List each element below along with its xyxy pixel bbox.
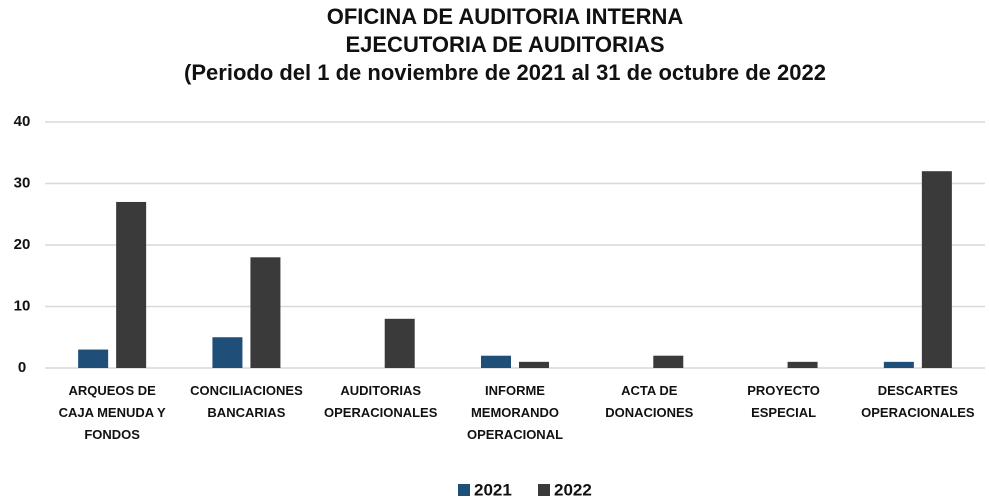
x-tick-label: AUDITORIAS OPERACIONALES xyxy=(324,383,438,420)
x-tick-label-line: AUDITORIAS xyxy=(340,383,421,398)
x-tick-label-line: PROYECTO xyxy=(747,383,820,398)
y-tick-label: 20 xyxy=(14,236,31,253)
bar xyxy=(787,361,818,368)
x-tick-label: INFORME MEMORANDO OPERACIONAL xyxy=(467,383,563,442)
legend-label: 2021 xyxy=(474,480,512,499)
x-tick-label: ACTA DE DONACIONES xyxy=(605,383,693,420)
bar xyxy=(921,171,952,368)
x-tick-label-line: OPERACIONAL xyxy=(467,427,563,442)
x-tick-label-line: ARQUEOS DE xyxy=(68,383,156,398)
x-tick-label-line: CONCILIACIONES xyxy=(190,383,303,398)
y-tick-label: 40 xyxy=(14,113,31,130)
chart-title: OFICINA DE AUDITORIA INTERNA xyxy=(327,4,684,29)
legend-label: 2022 xyxy=(554,480,592,499)
bar xyxy=(78,349,109,368)
legend-swatch xyxy=(538,484,550,496)
bar xyxy=(250,257,281,368)
legend-swatch xyxy=(458,484,470,496)
x-tick-label-line: MEMORANDO xyxy=(471,405,559,420)
x-tick-label: ARQUEOS DE CAJA MENUDA Y FONDOS xyxy=(59,383,166,442)
x-tick-label: PROYECTO ESPECIAL xyxy=(747,383,820,420)
x-tick-label-line: OPERACIONALES xyxy=(861,405,975,420)
bar xyxy=(653,355,684,368)
x-tick-label-line: ESPECIAL xyxy=(751,405,816,420)
x-tick-label-line: DESCARTES xyxy=(878,383,959,398)
y-tick-label: 10 xyxy=(14,297,31,314)
x-tick-label: CONCILIACIONES BANCARIAS xyxy=(190,383,303,420)
x-tick-label-line: CAJA MENUDA Y xyxy=(59,405,166,420)
x-tick-label-line: DONACIONES xyxy=(605,405,693,420)
x-tick-label-line: OPERACIONALES xyxy=(324,405,438,420)
bar xyxy=(384,318,415,368)
x-tick-label-line: ACTA DE xyxy=(621,383,678,398)
chart-title: (Periodo del 1 de noviembre de 2021 al 3… xyxy=(184,60,826,85)
x-tick-label-line: FONDOS xyxy=(84,427,140,442)
bar xyxy=(212,337,243,368)
chart-title: EJECUTORIA DE AUDITORIAS xyxy=(345,32,664,57)
bar xyxy=(883,361,914,368)
x-tick-label-line: INFORME xyxy=(485,383,545,398)
bar xyxy=(116,201,147,368)
y-tick-label: 0 xyxy=(18,359,26,376)
y-tick-label: 30 xyxy=(14,174,31,191)
x-tick-label: DESCARTES OPERACIONALES xyxy=(861,383,975,420)
x-tick-label-line: BANCARIAS xyxy=(207,405,285,420)
bar xyxy=(519,361,549,368)
bar xyxy=(481,355,511,368)
